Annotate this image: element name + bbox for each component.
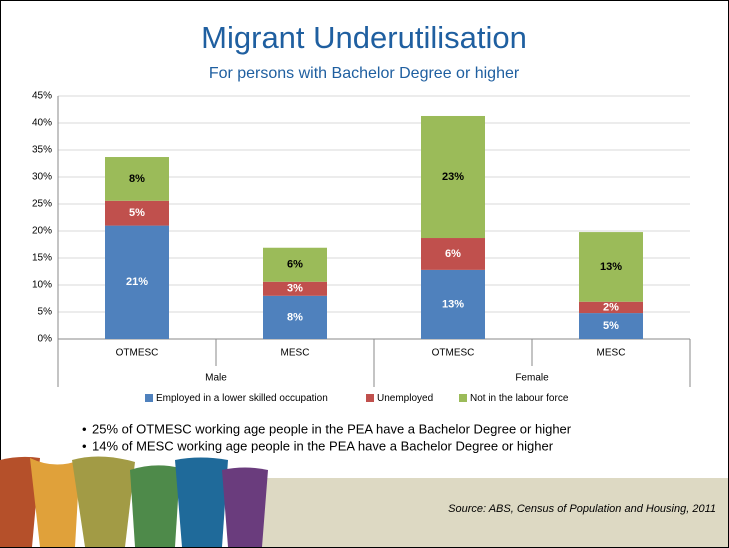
data-label: 6% [287,259,303,271]
y-tick-label: 5% [38,307,53,318]
bullet-dot: • [82,438,87,453]
x-tick-label: MESC [281,348,310,359]
deco-shape [72,456,135,547]
bar-segment [263,247,327,282]
deco-shape [30,458,80,547]
y-tick-label: 45% [32,91,52,102]
data-label: 3% [287,283,303,295]
bar-segment [105,200,169,226]
bar-segment [421,269,485,339]
data-label: 23% [442,171,464,183]
bar-segment [579,301,643,314]
y-tick-label: 20% [32,226,52,237]
y-tick-label: 40% [32,118,52,129]
legend-label: Unemployed [377,393,433,404]
data-label: 21% [126,276,148,288]
bullet-dot: • [82,421,87,436]
y-tick-label: 30% [32,172,52,183]
bar-segment [579,313,643,339]
bar-segment [263,295,327,339]
deco-shape [175,457,228,547]
data-label: 8% [129,173,145,185]
chart-subtitle: For persons with Bachelor Degree or high… [209,65,520,82]
bar-segment [105,157,169,201]
data-label: 5% [129,207,145,219]
legend-swatch [145,394,153,402]
bar-segment [421,115,485,239]
bullet: 14% of MESC working age people in the PE… [92,438,554,453]
y-tick-label: 15% [32,253,52,264]
x-tick-label: OTMESC [432,348,475,359]
data-label: 2% [603,301,619,313]
source: Source: ABS, Census of Population and Ho… [448,503,716,515]
legend-swatch [459,394,467,402]
data-label: 8% [287,311,303,323]
bar-segment [579,232,643,302]
bar-segment [421,238,485,270]
deco-shape [0,456,40,547]
deco-shape [222,467,268,547]
legend-swatch [366,394,374,402]
data-label: 6% [445,248,461,260]
y-tick-label: 25% [32,199,52,210]
bullet: 25% of OTMESC working age people in the … [92,421,572,436]
chart-title: Migrant Underutilisation [201,20,527,55]
data-label: 13% [600,261,622,273]
legend-label: Not in the labour force [470,393,569,404]
legend-label: Employed in a lower skilled occupation [156,393,328,404]
x-tick-label: OTMESC [116,348,159,359]
decoration [0,456,728,547]
footer-band [250,478,728,547]
group-label: Male [205,373,227,384]
data-label: 5% [603,320,619,332]
bar-segment [263,281,327,296]
x-tick-label: MESC [597,348,626,359]
y-tick-label: 10% [32,280,52,291]
y-tick-label: 0% [38,334,53,345]
data-label: 13% [442,298,464,310]
group-label: Female [515,373,549,384]
y-tick-label: 35% [32,145,52,156]
deco-shape [130,465,180,547]
bar-segment [105,225,169,339]
